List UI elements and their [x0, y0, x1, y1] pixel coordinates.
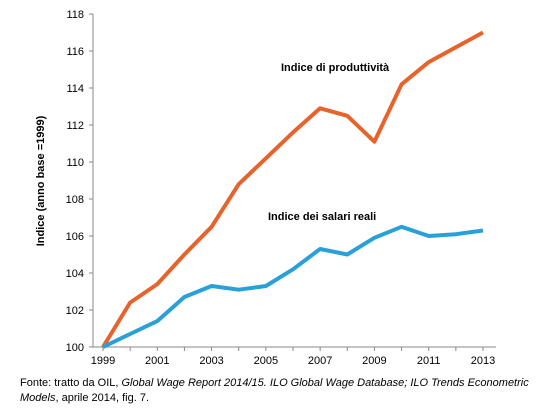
- series-label-productivity: Indice di produttività: [281, 62, 390, 74]
- x-tick-label: 1999: [91, 355, 115, 367]
- series-lines: [101, 30, 484, 349]
- y-tick-label: 110: [66, 157, 84, 169]
- series-line-productivity: [101, 30, 484, 349]
- x-tick-label: 2007: [308, 355, 332, 367]
- y-tick-label: 106: [66, 231, 84, 243]
- series-line-wages: [102, 224, 484, 349]
- caption-title: Global Wage Report 2014/15. ILO Global W…: [20, 377, 529, 404]
- y-tick-label: 102: [66, 305, 84, 317]
- y-axis-label: Indice (anno base =1999): [35, 115, 47, 246]
- x-ticks: 1999 2001 2003 2005 2007 2009 2011 2013: [91, 347, 495, 367]
- y-tick-label: 114: [66, 83, 84, 95]
- x-tick-label: 2011: [417, 355, 441, 367]
- y-ticks: 100 102 104 106 108 110 112 114 116 118: [66, 9, 93, 354]
- x-tick-label: 2005: [254, 355, 278, 367]
- y-tick-label: 100: [66, 342, 84, 354]
- series-label-wages: Indice dei salari reali: [268, 211, 376, 223]
- caption-suffix: , aprile 2014, fig. 7.: [55, 392, 150, 404]
- y-tick-label: 108: [66, 194, 84, 206]
- axes: 100 102 104 106 108 110 112 114 116 118 1999 2001 2…: [66, 9, 496, 367]
- y-tick-label: 104: [66, 268, 84, 280]
- x-tick-label: 2009: [362, 355, 386, 367]
- caption-prefix: Fonte: tratto da OIL,: [20, 377, 122, 389]
- line-chart: 100 102 104 106 108 110 112 114 116 118 1999 2001 2…: [35, 9, 496, 367]
- y-tick-label: 112: [66, 120, 84, 132]
- x-tick-label: 2003: [199, 355, 223, 367]
- x-tick-label: 2013: [471, 355, 495, 367]
- y-tick-label: 118: [66, 9, 84, 21]
- source-caption: Fonte: tratto da OIL, Global Wage Report…: [20, 376, 550, 406]
- y-tick-label: 116: [66, 46, 84, 58]
- x-tick-label: 2001: [145, 355, 169, 367]
